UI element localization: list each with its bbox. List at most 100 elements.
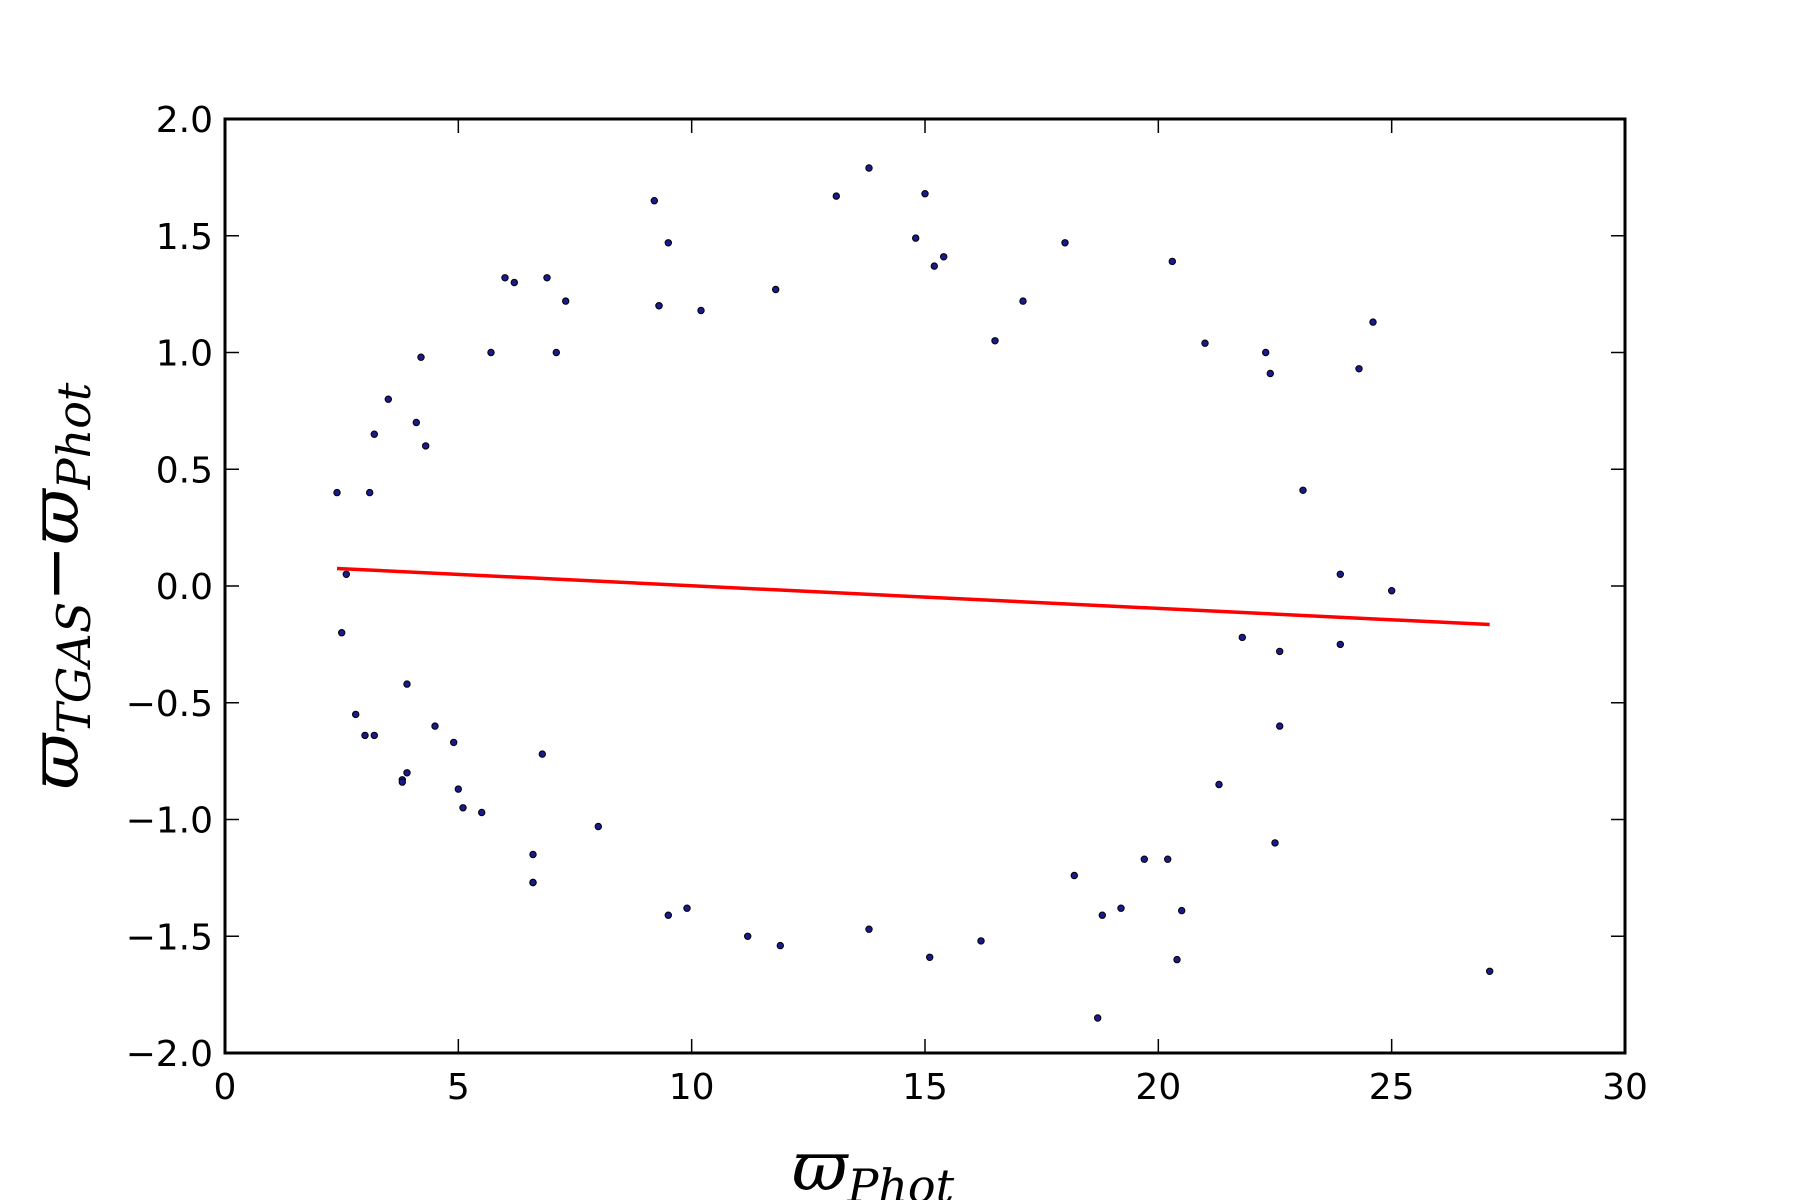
scatter-point xyxy=(1178,906,1186,915)
scatter-point xyxy=(1019,297,1027,305)
y-tick-label: −2.0 xyxy=(126,1034,213,1075)
scatter-point xyxy=(977,937,985,945)
scatter-point xyxy=(664,239,672,247)
scatter-point xyxy=(384,395,392,403)
scatter-point xyxy=(1094,1014,1102,1022)
x-tick-label: 10 xyxy=(669,1067,715,1108)
scatter-point xyxy=(338,629,346,637)
scatter-point xyxy=(366,488,374,497)
y-tick-label: 2.0 xyxy=(156,100,213,141)
x-tick-label: 25 xyxy=(1369,1067,1415,1108)
x-axis-symbol: ϖ xyxy=(792,1128,850,1200)
y-tick-label: 1.5 xyxy=(156,217,213,258)
scatter-point xyxy=(697,306,705,315)
scatter-point xyxy=(562,297,570,305)
y-axis-subscript-a: TGAS xyxy=(47,602,101,734)
scatter-point xyxy=(664,911,672,919)
scatter-point xyxy=(1140,855,1149,863)
scatter-point xyxy=(655,302,663,310)
scatter-point xyxy=(450,738,458,747)
scatter-point xyxy=(1369,318,1377,326)
scatter-point xyxy=(744,932,752,940)
scatter-point xyxy=(510,278,518,287)
scatter-point xyxy=(417,353,425,361)
x-axis-label: ϖPhot xyxy=(792,1128,955,1200)
scatter-point xyxy=(529,850,537,859)
scatter-point xyxy=(1168,257,1177,266)
scatter-point xyxy=(930,262,938,270)
scatter-point xyxy=(865,164,873,172)
y-tick-label: 0.0 xyxy=(156,567,213,608)
scatter-point xyxy=(1355,365,1363,373)
scatter-point xyxy=(650,197,658,205)
scatter-point xyxy=(1117,904,1125,912)
y-axis-label: ϖTGAS−ϖPhot xyxy=(16,382,101,789)
scatter-point xyxy=(1098,911,1107,919)
scatter-point xyxy=(412,418,420,427)
scatter-point xyxy=(832,192,840,200)
scatter-point xyxy=(1299,486,1307,494)
scatter-point xyxy=(1262,348,1270,357)
scatter-point xyxy=(683,904,691,912)
scatter-point xyxy=(1388,587,1396,595)
scatter-point xyxy=(1201,339,1209,347)
scatter-point xyxy=(594,822,602,831)
scatter-point xyxy=(431,722,439,730)
scatter-point xyxy=(1061,239,1069,247)
scatter-point xyxy=(370,430,378,438)
scatter-point xyxy=(501,274,509,282)
y-tick-label: −1.0 xyxy=(126,801,213,842)
scatter-point xyxy=(1173,955,1181,964)
scatter-point xyxy=(459,804,467,812)
scatter-point xyxy=(940,253,948,261)
scatter-point xyxy=(1486,967,1494,975)
y-axis-subscript-b: Phot xyxy=(47,382,101,490)
x-tick-label: 5 xyxy=(447,1067,470,1108)
scatter-point xyxy=(1164,855,1172,863)
y-axis-symbol-a: ϖ xyxy=(16,731,95,789)
scatter-point xyxy=(912,234,920,242)
scatter-point xyxy=(772,285,780,294)
scatter-point xyxy=(403,680,411,688)
x-axis-subscript: Phot xyxy=(846,1159,954,1200)
scatter-point xyxy=(776,941,784,950)
y-tick-label: −0.5 xyxy=(126,684,213,725)
scatter-point xyxy=(991,337,999,345)
y-tick-label: 0.5 xyxy=(156,450,213,491)
y-axis-minus: − xyxy=(16,545,95,602)
scatter-point xyxy=(1215,780,1223,789)
fit-line-layer xyxy=(336,566,1490,627)
scatter-points xyxy=(333,164,1494,1022)
scatter-point xyxy=(1238,633,1247,642)
scatter-point xyxy=(1336,640,1345,649)
scatter-point xyxy=(1276,647,1284,656)
scatter-point xyxy=(926,953,934,961)
y-axis-symbol-b: ϖ xyxy=(16,487,95,545)
scatter-point xyxy=(361,731,369,740)
scatter-point xyxy=(538,750,546,758)
scatter-point xyxy=(398,778,406,786)
scatter-point xyxy=(352,710,360,719)
y-tick-label: −1.5 xyxy=(126,917,213,958)
x-tick-label: 20 xyxy=(1135,1067,1181,1108)
scatter-point xyxy=(403,769,411,777)
scatter-point xyxy=(422,442,430,450)
x-tick-label: 30 xyxy=(1602,1067,1648,1108)
scatter-point xyxy=(1276,722,1284,730)
scatter-point xyxy=(921,190,929,198)
scatter-point xyxy=(1271,839,1279,847)
plot-area-frame xyxy=(223,117,1627,1055)
scatter-point xyxy=(333,488,341,497)
scatter-point xyxy=(478,808,486,817)
scatter-point xyxy=(454,785,462,793)
scatter-point xyxy=(529,878,537,887)
scatter-point xyxy=(543,274,551,282)
x-tick-label: 15 xyxy=(902,1067,948,1108)
scatter-point xyxy=(342,570,350,578)
y-tick-label: 1.0 xyxy=(156,334,213,375)
scatter-point xyxy=(865,925,873,933)
axis-ticks: 0 5 10 15 20 25 30 −2.0 −1.5 −1.0 −0.5 0.0 0.5 1.0 1.5… xyxy=(126,100,1648,1108)
scatter-point xyxy=(370,731,378,740)
x-tick-label: 0 xyxy=(214,1067,237,1108)
